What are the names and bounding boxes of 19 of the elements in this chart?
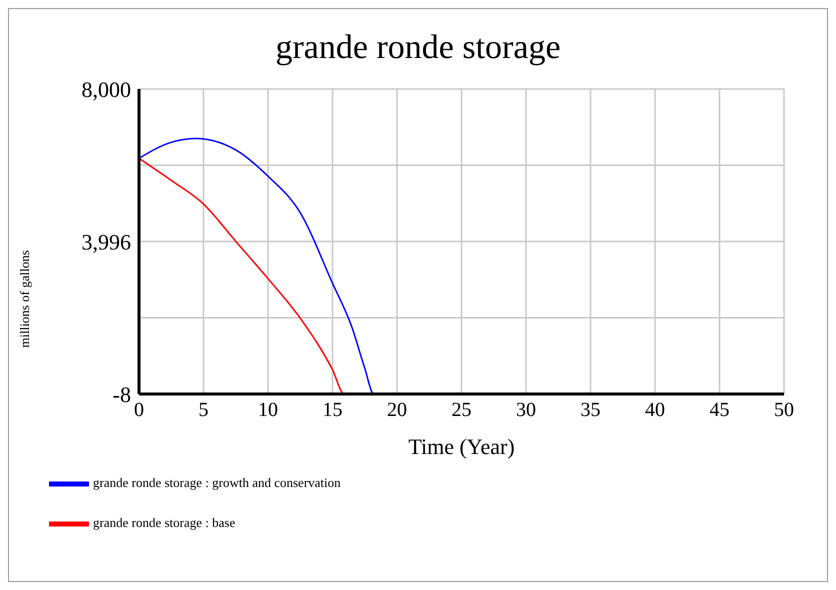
x-tick-label: 50	[774, 399, 794, 422]
y-tick-label: 8,000	[82, 76, 131, 102]
x-tick-label: 30	[516, 399, 536, 422]
x-tick-label: 25	[452, 399, 472, 422]
x-tick-label: 0	[134, 399, 144, 422]
legend-label: grande ronde storage : base	[93, 514, 236, 530]
y-tick-label: -8	[112, 382, 131, 407]
chart-title: grande ronde storage	[275, 29, 561, 66]
x-tick-label: 40	[645, 399, 665, 422]
y-axis-title: millions of gallons	[17, 250, 33, 348]
x-tick-label: 35	[580, 399, 600, 422]
x-axis-title: Time (Year)	[408, 434, 515, 459]
x-tick-label: 10	[258, 399, 278, 422]
y-tick-label: 3,996	[82, 229, 131, 254]
x-tick-label: 20	[387, 399, 407, 422]
legend-label: grande ronde storage : growth and conservation	[93, 474, 341, 490]
x-tick-label: 5	[198, 399, 208, 422]
x-tick-label: 45	[710, 399, 730, 422]
x-tick-label: 15	[322, 399, 342, 422]
